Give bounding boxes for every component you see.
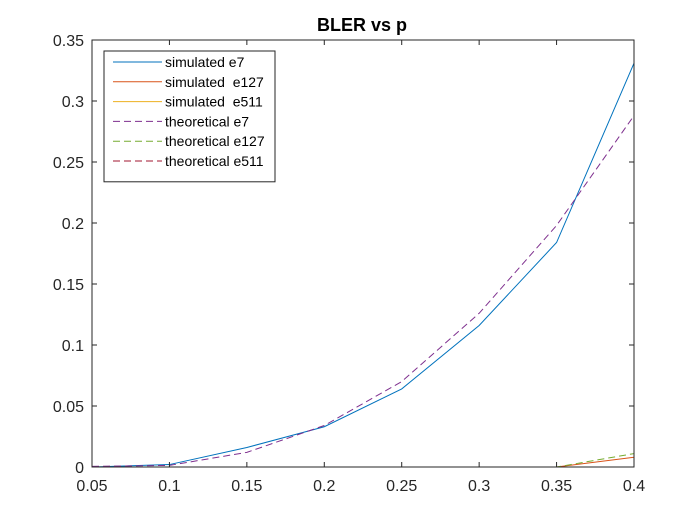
x-tick-label: 0.2 bbox=[313, 478, 335, 495]
x-tick-label: 0.4 bbox=[623, 478, 645, 495]
y-tick-label: 0.25 bbox=[53, 155, 84, 172]
axes-box bbox=[91, 39, 635, 468]
legend-label-5: theoretical e127 bbox=[165, 133, 265, 149]
y-tick-label: 0.35 bbox=[53, 33, 84, 50]
legend: simulated e7 simulated e127 simulated e511… bbox=[103, 50, 276, 183]
legend-label-6: theoretical e511 bbox=[165, 153, 264, 169]
x-tick-label: 0.35 bbox=[541, 478, 572, 495]
series-line-1 bbox=[91, 62, 635, 468]
y-tick-label: 0.15 bbox=[53, 277, 84, 294]
legend-box bbox=[103, 50, 276, 183]
y-tick-label: 0.1 bbox=[62, 338, 84, 355]
y-tick-label: 0.2 bbox=[62, 216, 84, 233]
x-tick-label: 0.25 bbox=[386, 478, 417, 495]
x-tick-label: 0.15 bbox=[231, 478, 262, 495]
legend-label-3: simulated e511 bbox=[165, 94, 263, 110]
x-tick-label: 0.05 bbox=[76, 478, 107, 495]
legend-label-4: theoretical e7 bbox=[165, 113, 249, 129]
y-tick-label: 0 bbox=[75, 460, 84, 477]
legend-label-2: simulated e127 bbox=[165, 74, 264, 90]
x-tick-label: 0.3 bbox=[468, 478, 490, 495]
legend-label-1: simulated e7 bbox=[165, 54, 245, 70]
y-tick-label: 0.3 bbox=[62, 94, 84, 111]
y-tick-label: 0.05 bbox=[53, 399, 84, 416]
x-tick-label: 0.1 bbox=[158, 478, 180, 495]
chart-title: BLER vs p bbox=[317, 15, 407, 35]
axes-layer: 0.05 0.1 0.15 0.2 0.25 0.3 0.35 0.400.050.10.15… bbox=[53, 33, 645, 495]
series-line-4 bbox=[91, 115, 635, 467]
